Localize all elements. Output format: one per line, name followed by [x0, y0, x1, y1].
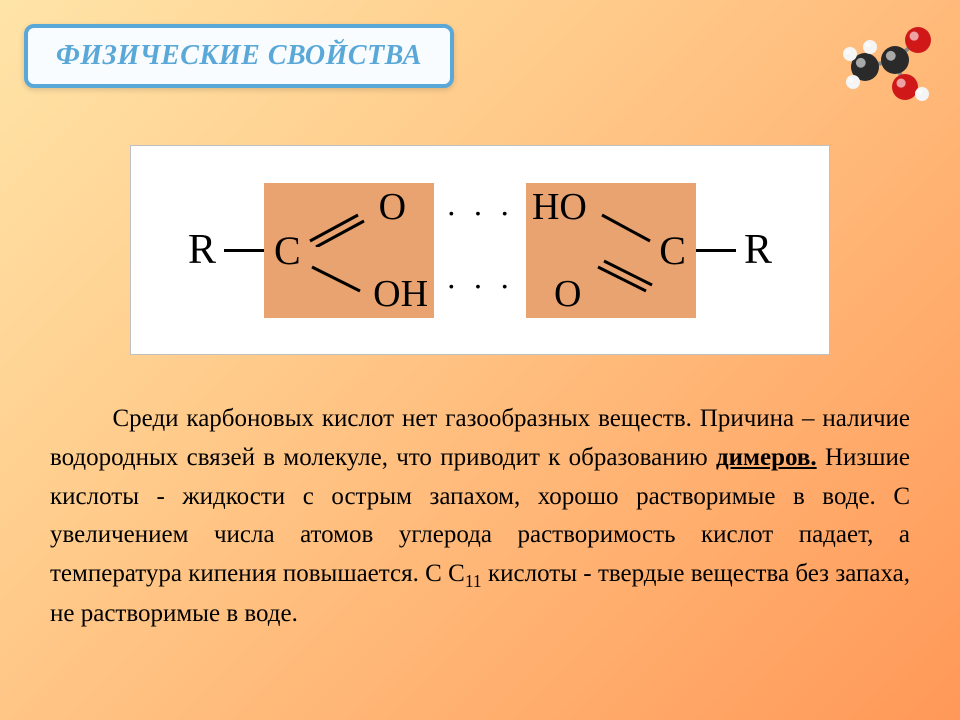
single-bond	[696, 249, 736, 252]
o-atom: O	[379, 185, 406, 229]
o-atom: O	[554, 272, 581, 316]
hydrogen-bond-dots: · · · · · ·	[434, 195, 526, 305]
keyword-dimers: димеров.	[716, 444, 817, 471]
oh-group: OH	[373, 272, 428, 316]
hbond-top: · · ·	[446, 195, 514, 232]
single-bond-icon	[594, 207, 654, 247]
single-bond	[224, 249, 264, 252]
single-bond-icon	[306, 261, 366, 297]
carboxyl-left: C O OH	[264, 183, 434, 318]
double-bond-icon	[594, 259, 654, 299]
body-paragraph: Среди карбоновых кислот нет газообразных…	[50, 400, 910, 634]
c-atom: C	[659, 227, 686, 274]
ho-group: HO	[532, 185, 587, 229]
carboxyl-right: HO C O	[526, 183, 696, 318]
dimer-structure: R C O OH · · · · · · HO C	[180, 183, 780, 318]
r-label-left: R	[180, 226, 224, 274]
hbond-bottom: · · ·	[446, 268, 514, 305]
page-title: ФИЗИЧЕСКИЕ СВОЙСТВА	[56, 40, 422, 71]
title-badge: ФИЗИЧЕСКИЕ СВОЙСТВА	[24, 24, 454, 88]
subscript-11: 11	[465, 571, 482, 591]
r-label-right: R	[736, 226, 780, 274]
c-atom: C	[274, 227, 301, 274]
dimer-diagram-frame: R C O OH · · · · · · HO C	[130, 145, 830, 355]
double-bond-icon	[306, 207, 366, 247]
molecule-3d-icon	[820, 12, 940, 112]
